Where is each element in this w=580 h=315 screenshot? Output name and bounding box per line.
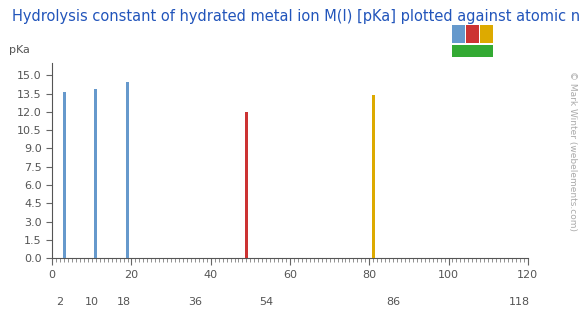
Text: 54: 54 [259, 297, 273, 307]
Text: Hydrolysis constant of hydrated metal ion M(I) [pKa] plotted against atomic numb: Hydrolysis constant of hydrated metal io… [12, 9, 580, 25]
Text: 86: 86 [386, 297, 400, 307]
Text: © Mark Winter (webelements.com): © Mark Winter (webelements.com) [568, 71, 577, 231]
Text: 18: 18 [117, 297, 130, 307]
Text: pKa: pKa [9, 45, 30, 55]
Bar [126, 82, 129, 258]
Text: 36: 36 [188, 297, 202, 307]
Text: 2: 2 [57, 297, 64, 307]
Text: 10: 10 [85, 297, 99, 307]
Bar [372, 95, 375, 258]
Text: 118: 118 [509, 297, 531, 307]
Bar [94, 89, 97, 258]
Bar [63, 92, 66, 258]
Bar [245, 112, 248, 258]
